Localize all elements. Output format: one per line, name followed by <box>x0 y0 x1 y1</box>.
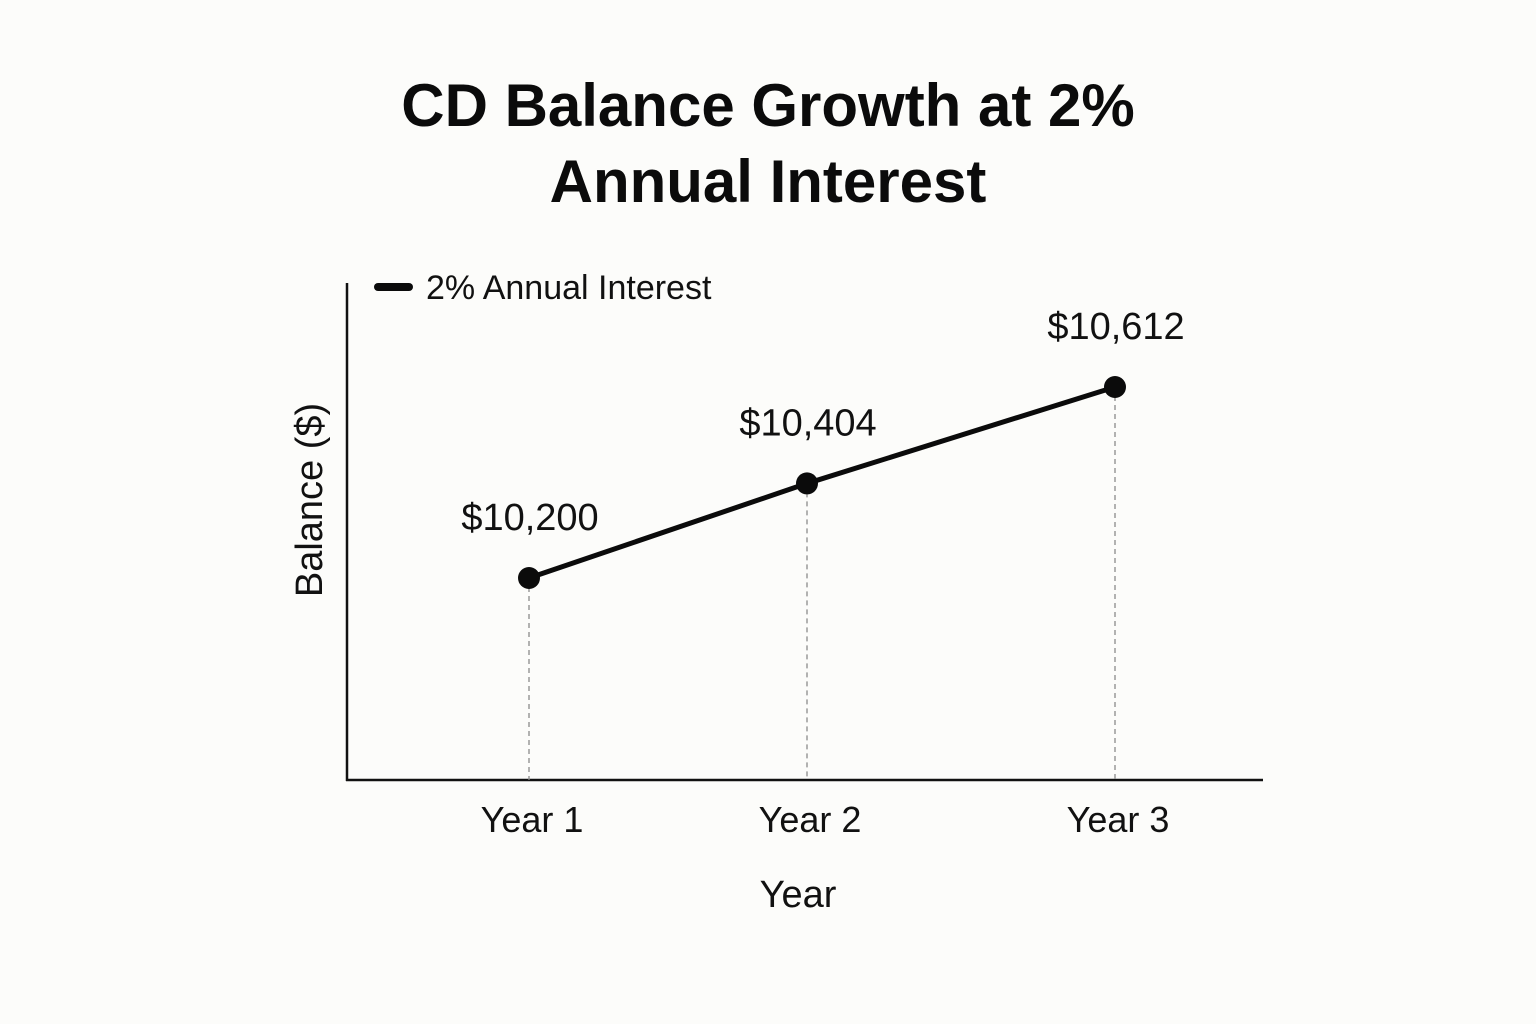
axes <box>345 283 1263 782</box>
x-tick-label-1: Year 1 <box>481 799 584 840</box>
x-axis-title: Year <box>760 874 837 916</box>
legend: 2% Annual Interest <box>374 269 712 307</box>
x-tick-label-2: Year 2 <box>759 799 862 840</box>
y-axis-title: Balance ($) <box>289 403 331 597</box>
data-label-3: $10,612 <box>1047 306 1184 348</box>
x-tick-label-3: Year 3 <box>1067 799 1170 840</box>
data-label-1: $10,200 <box>461 497 598 539</box>
chart-title-line-2: Annual Interest <box>549 148 987 215</box>
data-point-3 <box>1104 376 1126 398</box>
x-tick-labels: Year 1 Year 2 Year 3 <box>481 799 1170 840</box>
legend-label: 2% Annual Interest <box>426 269 712 307</box>
series-layer <box>518 376 1126 589</box>
chart-title-line-1: CD Balance Growth at 2% <box>401 72 1135 139</box>
guide-lines <box>528 387 1116 780</box>
data-point-2 <box>796 472 818 495</box>
chart-title: CD Balance Growth at 2% Annual Interest <box>0 68 1536 220</box>
data-label-2: $10,404 <box>739 402 876 444</box>
data-labels: $10,200 $10,404 $10,612 <box>461 306 1184 539</box>
data-point-1 <box>518 567 540 589</box>
